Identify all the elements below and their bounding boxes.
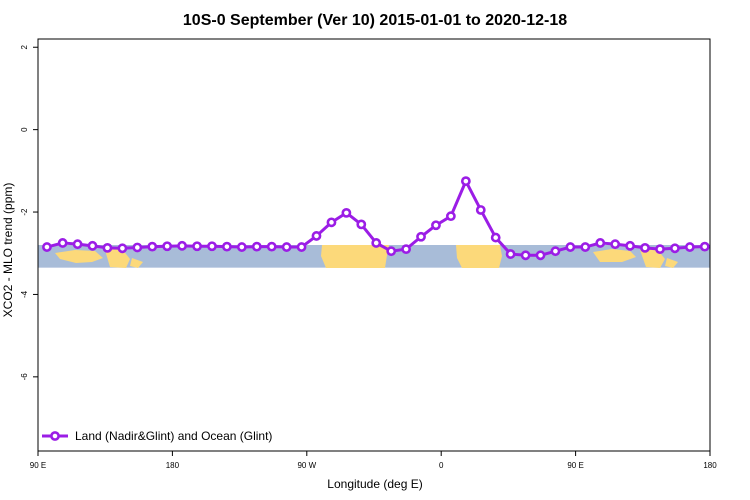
x-tick-label: 0: [439, 461, 444, 470]
data-point: [655, 244, 665, 255]
data-point: [221, 241, 232, 252]
data-point: [401, 244, 412, 255]
data-point: [341, 207, 352, 218]
data-point: [431, 220, 441, 231]
land-shape: [130, 258, 143, 268]
data-point: [311, 231, 322, 241]
data-point: [207, 241, 217, 252]
data-point: [281, 242, 292, 252]
data-point: [326, 217, 337, 228]
land-shape: [665, 258, 678, 268]
data-point: [475, 205, 486, 215]
y-tick-label: -6: [20, 373, 29, 381]
legend-marker: [50, 431, 60, 441]
data-point: [386, 246, 397, 257]
data-point: [640, 242, 650, 253]
x-tick-label: 90 W: [297, 461, 316, 470]
data-point: [460, 176, 471, 187]
land-shape: [456, 245, 502, 268]
data-point: [356, 219, 367, 230]
chart-title: 10S-0 September (Ver 10) 2015-01-01 to 2…: [183, 12, 567, 29]
data-point: [550, 246, 561, 257]
y-tick-label: -2: [20, 208, 29, 216]
data-point: [670, 243, 680, 254]
plot-frame: [37, 38, 711, 452]
data-point: [595, 238, 606, 248]
data-series: [42, 176, 710, 261]
data-point: [192, 241, 202, 252]
x-tick-label: 90 E: [30, 461, 46, 470]
data-point: [132, 242, 143, 253]
data-point: [102, 242, 113, 253]
data-point: [699, 241, 710, 252]
data-point: [266, 241, 277, 252]
data-point: [625, 240, 635, 251]
data-point: [147, 241, 158, 252]
data-point: [490, 232, 501, 243]
land-shape: [105, 249, 130, 268]
y-tick-label: 2: [20, 44, 29, 49]
data-point: [684, 242, 695, 252]
axes: 90 E 180 90 W 0 90 E 180 2 0 -2 -4 -6: [20, 38, 717, 470]
y-axis-label: XCO2 - MLO trend (ppm): [1, 183, 15, 318]
data-point: [565, 242, 576, 252]
data-point: [520, 250, 531, 261]
legend-label: Land (Nadir&Glint) and Ocean (Glint): [75, 429, 272, 443]
data-point: [42, 242, 52, 252]
land-shape: [593, 249, 636, 262]
x-tick-label: 180: [703, 461, 717, 470]
land-shape: [55, 250, 103, 263]
data-point: [87, 240, 98, 251]
data-point: [535, 250, 546, 261]
data-point: [580, 242, 591, 252]
legend: Land (Nadir&Glint) and Ocean (Glint): [42, 429, 272, 443]
x-tick-label: 180: [166, 461, 180, 470]
data-point: [162, 241, 173, 252]
land-shape: [321, 245, 389, 268]
y-tick-label: -4: [20, 290, 29, 298]
data-point: [505, 249, 516, 259]
data-point: [445, 211, 456, 222]
data-point: [236, 242, 247, 252]
data-point: [251, 241, 262, 252]
data-point: [371, 238, 382, 248]
data-point: [57, 238, 68, 248]
data-point: [610, 239, 621, 250]
data-point: [416, 231, 426, 242]
data-point: [177, 240, 187, 251]
data-point: [72, 239, 83, 250]
data-point: [117, 243, 128, 254]
x-tick-label: 90 E: [567, 461, 583, 470]
data-point: [296, 242, 307, 252]
x-axis-label: Longitude (deg E): [327, 477, 422, 491]
y-tick-label: 0: [20, 127, 29, 132]
